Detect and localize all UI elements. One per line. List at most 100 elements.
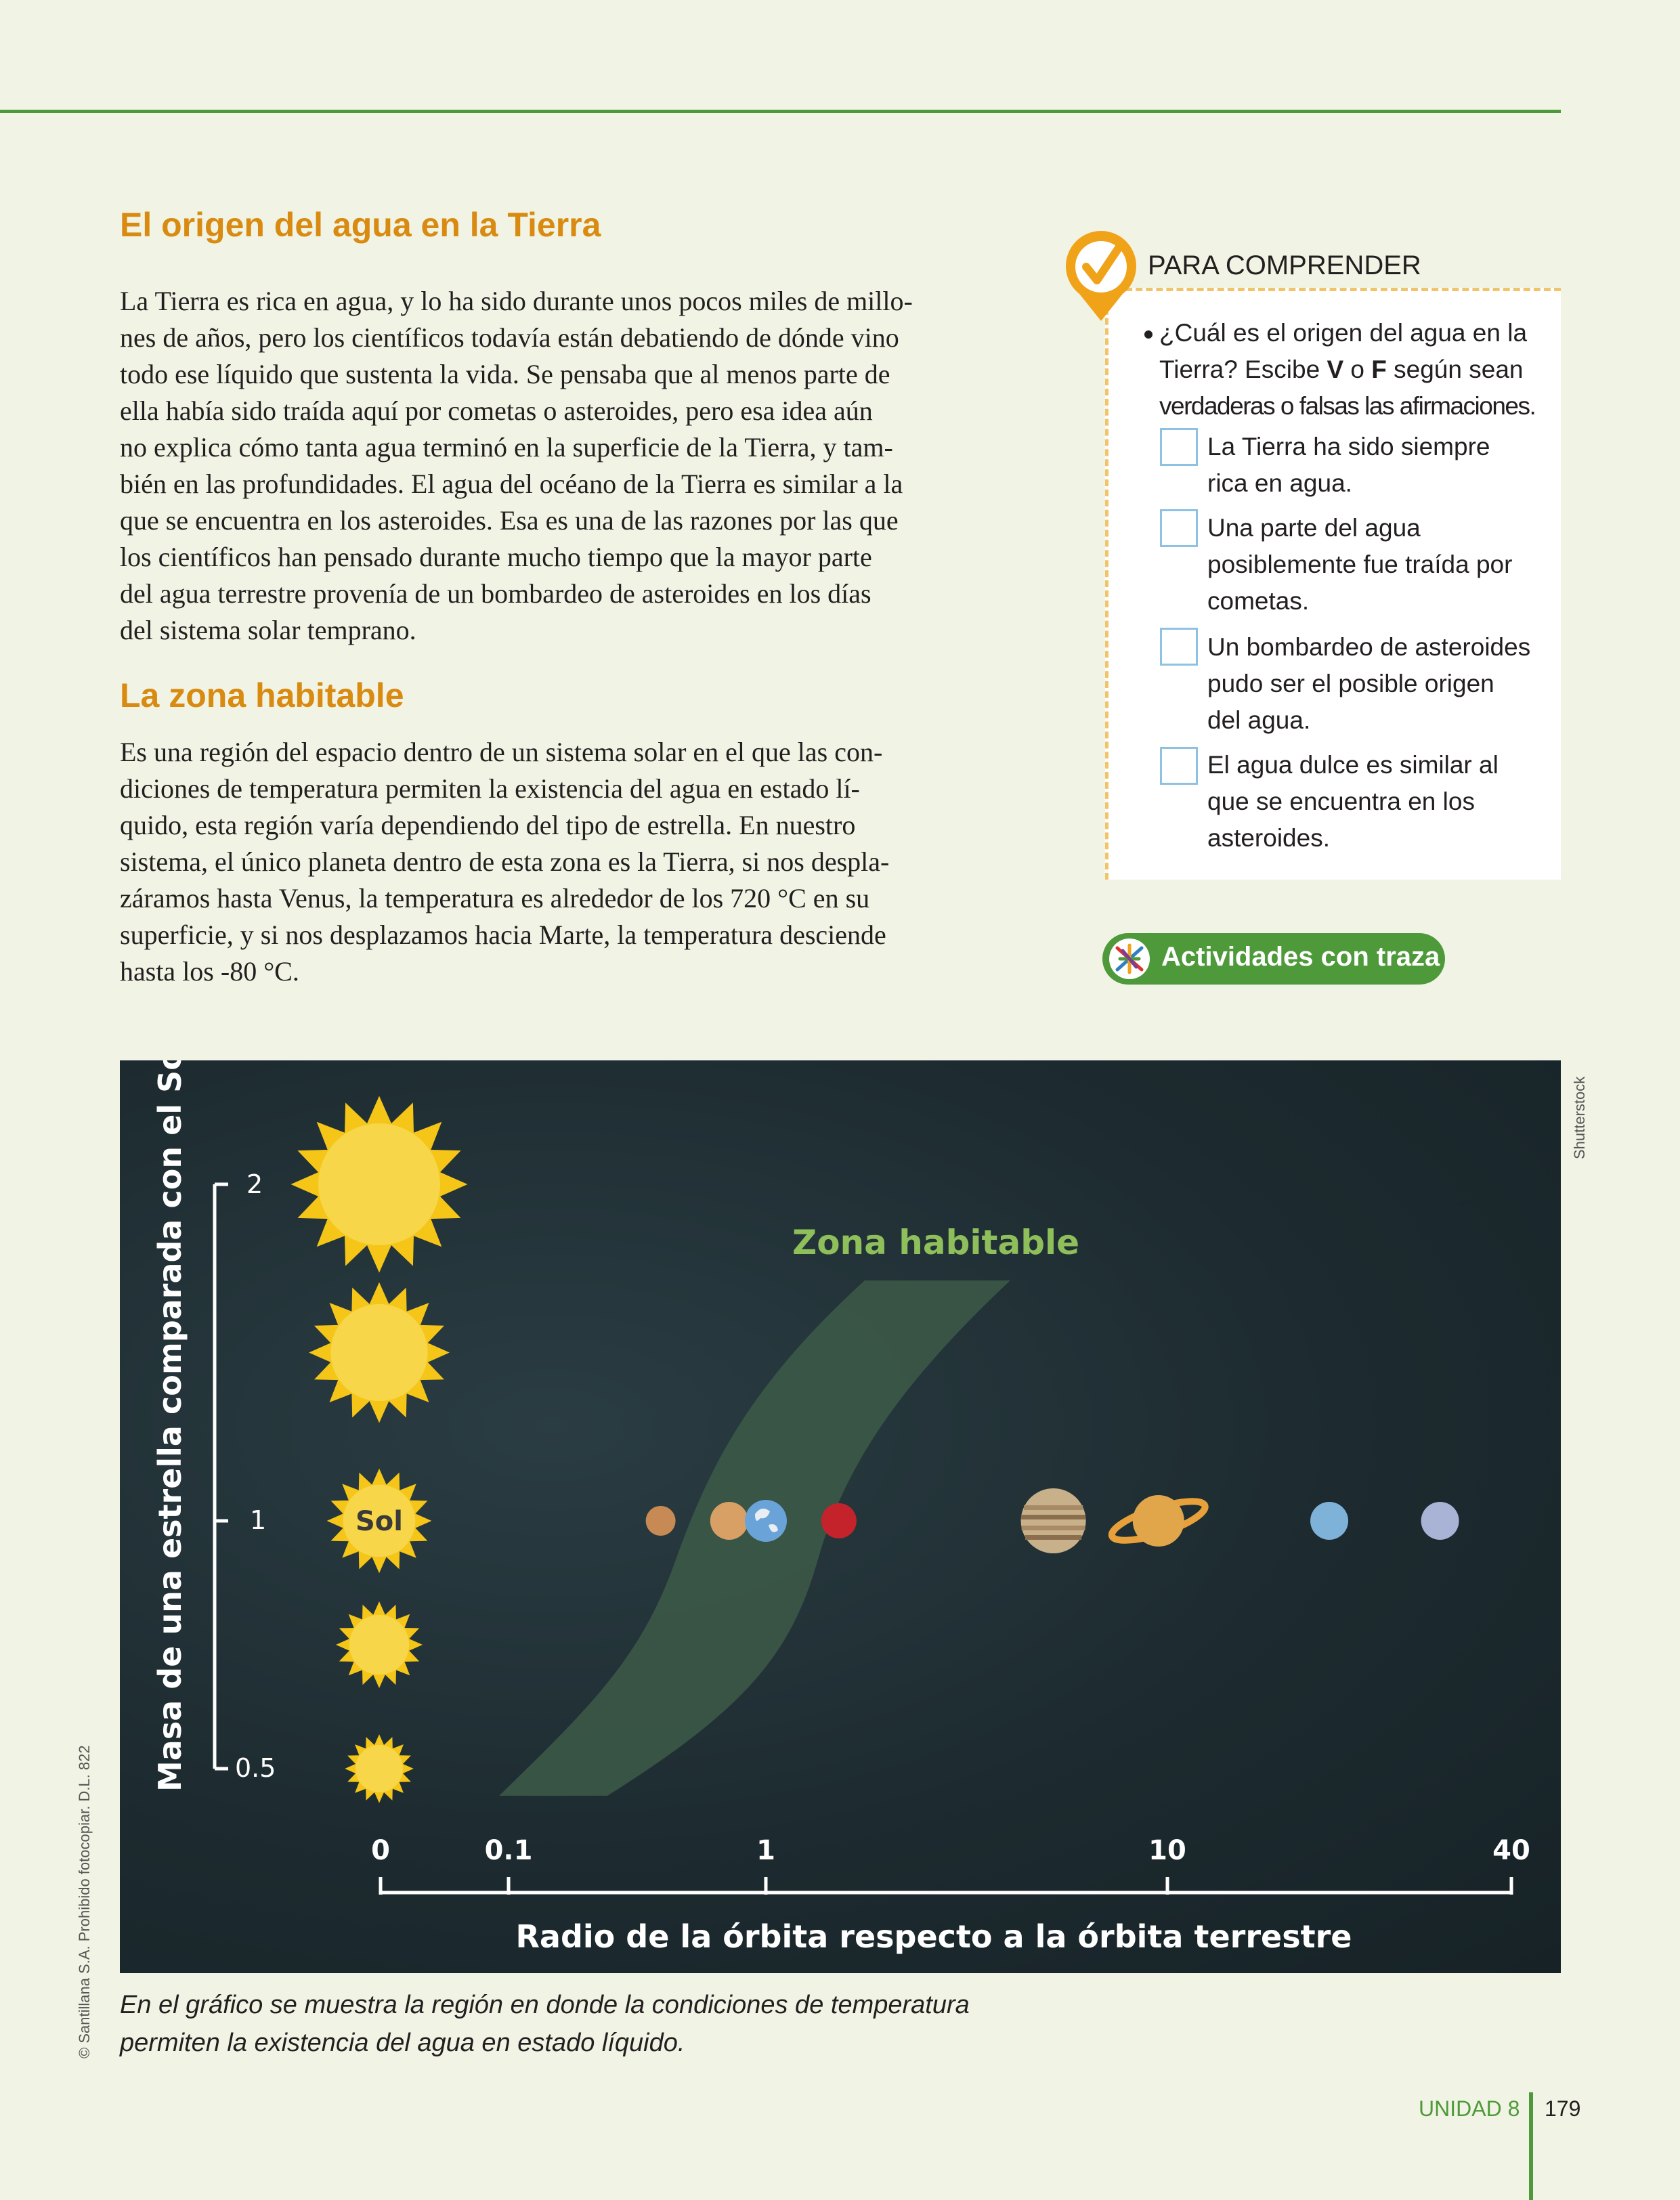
unit-label: UNIDAD 8 (1419, 2096, 1520, 2121)
statement-line: pudo ser el posible origen (1207, 670, 1494, 697)
y-tick-label: 0.5 (235, 1753, 276, 1783)
text-line: del sistema solar temprano. (120, 615, 416, 645)
question-fragment: según sean (1386, 355, 1524, 383)
jupiter-band (1020, 1515, 1086, 1519)
y-tick-label: 2 (246, 1169, 263, 1199)
text-line: del agua terrestre provenía de un bombar… (120, 578, 871, 609)
v-letter: V (1327, 355, 1344, 383)
jupiter-band (1025, 1535, 1082, 1540)
question-line: verdaderas o falsas las afirmaciones. (1159, 392, 1536, 420)
activities-button-label: Actividades con traza (1161, 942, 1440, 972)
statement-4: El agua dulce es similar al que se encue… (1207, 747, 1499, 857)
x-tick-label: 40 (1492, 1835, 1530, 1866)
footer-bar (1529, 2092, 1533, 2200)
statement-line: El agua dulce es similar al (1207, 751, 1499, 779)
bullet (1144, 330, 1153, 339)
planet-neptune (1421, 1502, 1459, 1540)
text-line: záramos hasta Venus, la temperatura es a… (120, 883, 870, 913)
planet-jupiter (1020, 1488, 1086, 1553)
text-line: Es una región del espacio dentro de un s… (120, 737, 883, 767)
activities-button[interactable] (1102, 933, 1445, 985)
chart-caption: En el gráfico se muestra la región en do… (120, 1986, 970, 2062)
section-heading-habitable-zone: La zona habitable (120, 676, 404, 714)
text-line: diciones de temperatura permiten la exis… (120, 773, 860, 804)
statement-2: Una parte del agua posiblemente fue traí… (1207, 510, 1512, 620)
publisher-credit: © Santillana S.A. Prohibido fotocopiar. … (76, 1745, 93, 2058)
statement-line: rica en agua. (1207, 469, 1352, 497)
planet-saturn (1132, 1495, 1184, 1547)
jupiter-band (1023, 1505, 1083, 1510)
text-line: La Tierra es rica en agua, y lo ha sido … (120, 286, 913, 316)
y-tick-label: 1 (250, 1505, 266, 1535)
star (318, 1123, 440, 1245)
star (349, 1614, 410, 1675)
text-line: ella había sido traída aquí por cometas … (120, 395, 873, 426)
statement-3: Un bombardeo de asteroides pudo ser el p… (1207, 629, 1530, 739)
image-credit: Shutterstock (1571, 1076, 1588, 1159)
x-tick-label: 0 (371, 1835, 390, 1866)
x-axis-title: Radio de la órbita respecto a la órbita … (516, 1918, 1352, 1955)
answer-checkbox-4[interactable] (1160, 747, 1198, 785)
planet-earth (745, 1500, 787, 1542)
answer-checkbox-2[interactable] (1160, 509, 1198, 547)
activity-trace-icon (1109, 939, 1150, 979)
text-line: sistema, el único planeta dentro de esta… (120, 846, 890, 877)
statement-1: La Tierra ha sido siempre rica en agua. (1207, 429, 1490, 502)
planet-venus (710, 1502, 748, 1540)
jupiter-band (1021, 1526, 1085, 1530)
x-axis (379, 1877, 1513, 1895)
text-line: que se encuentra en los asteroides. Esa … (120, 505, 899, 536)
section-heading-origin: El origen del agua en la Tierra (120, 206, 601, 244)
question-fragment: o (1343, 355, 1372, 383)
planet-mercury (645, 1506, 676, 1536)
text-line: no explica cómo tanta agua terminó en la… (120, 432, 893, 462)
caption-line: permiten la existencia del agua en estad… (120, 2029, 685, 2057)
stars-layer: Sol (290, 1096, 468, 1803)
f-letter: F (1371, 355, 1387, 383)
paragraph-habitable-zone: Es una región del espacio dentro de un s… (120, 734, 1041, 990)
caption-line: En el gráfico se muestra la región en do… (120, 1991, 970, 2019)
question-line: ¿Cuál es el origen del agua en la (1159, 319, 1528, 347)
statement-line: asteroides. (1207, 824, 1330, 852)
planets-layer (645, 1488, 1459, 1553)
question-fragment: Tierra? Escibe (1159, 355, 1327, 383)
box-dashed-border-left (1105, 288, 1108, 880)
statement-line: cometas. (1207, 587, 1310, 615)
planet-uranus (1310, 1502, 1349, 1540)
statement-line: Una parte del agua (1207, 514, 1421, 542)
checkmark-pin-icon (1066, 231, 1136, 321)
top-rule (0, 110, 1561, 113)
planet-mars (821, 1503, 857, 1538)
text-line: quido, esta región varía dependiendo del… (120, 810, 856, 840)
x-tick-label: 10 (1148, 1835, 1186, 1866)
habitable-zone-chart: Zona habitable 2 1 0.5 Masa de una estre… (120, 1060, 1561, 1973)
chart-svg: Zona habitable 2 1 0.5 Masa de una estre… (152, 1060, 1530, 1955)
sun-label: Sol (356, 1506, 403, 1537)
text-line: todo ese líquido que sustenta la vida. S… (120, 359, 890, 389)
zone-label: Zona habitable (792, 1223, 1079, 1262)
question-text: ¿Cuál es el origen del agua en la Tierra… (1159, 315, 1552, 425)
x-tick-label: 0.1 (485, 1835, 533, 1866)
statement-line: Un bombardeo de asteroides (1207, 633, 1531, 661)
statement-line: posiblemente fue traída por (1207, 551, 1513, 578)
text-line: bién en las profundidades. El agua del o… (120, 469, 903, 499)
answer-checkbox-1[interactable] (1160, 428, 1198, 466)
y-axis (213, 1182, 228, 1771)
box-title: PARA COMPRENDER (1148, 251, 1421, 280)
text-line: los científicos han pensado durante much… (120, 542, 872, 572)
earth-clouds (755, 1508, 778, 1532)
text-line: superficie, y si nos desplazamos hacia M… (120, 920, 886, 950)
text-line: nes de años, pero los científicos todaví… (120, 322, 899, 353)
text-line: hasta los -80 °C. (120, 956, 299, 987)
x-tick-label: 1 (756, 1835, 775, 1866)
page-number: 179 (1545, 2096, 1581, 2121)
answer-checkbox-3[interactable] (1160, 628, 1198, 666)
star (330, 1303, 428, 1402)
star (343, 1484, 416, 1557)
star (356, 1745, 403, 1792)
paragraph-origin: La Tierra es rica en agua, y lo ha sido … (120, 283, 1041, 649)
statement-line: La Tierra ha sido siempre (1207, 433, 1490, 460)
box-dashed-border-top (1105, 288, 1561, 291)
statement-line: que se encuentra en los (1207, 788, 1475, 815)
statement-line: del agua. (1207, 706, 1311, 734)
